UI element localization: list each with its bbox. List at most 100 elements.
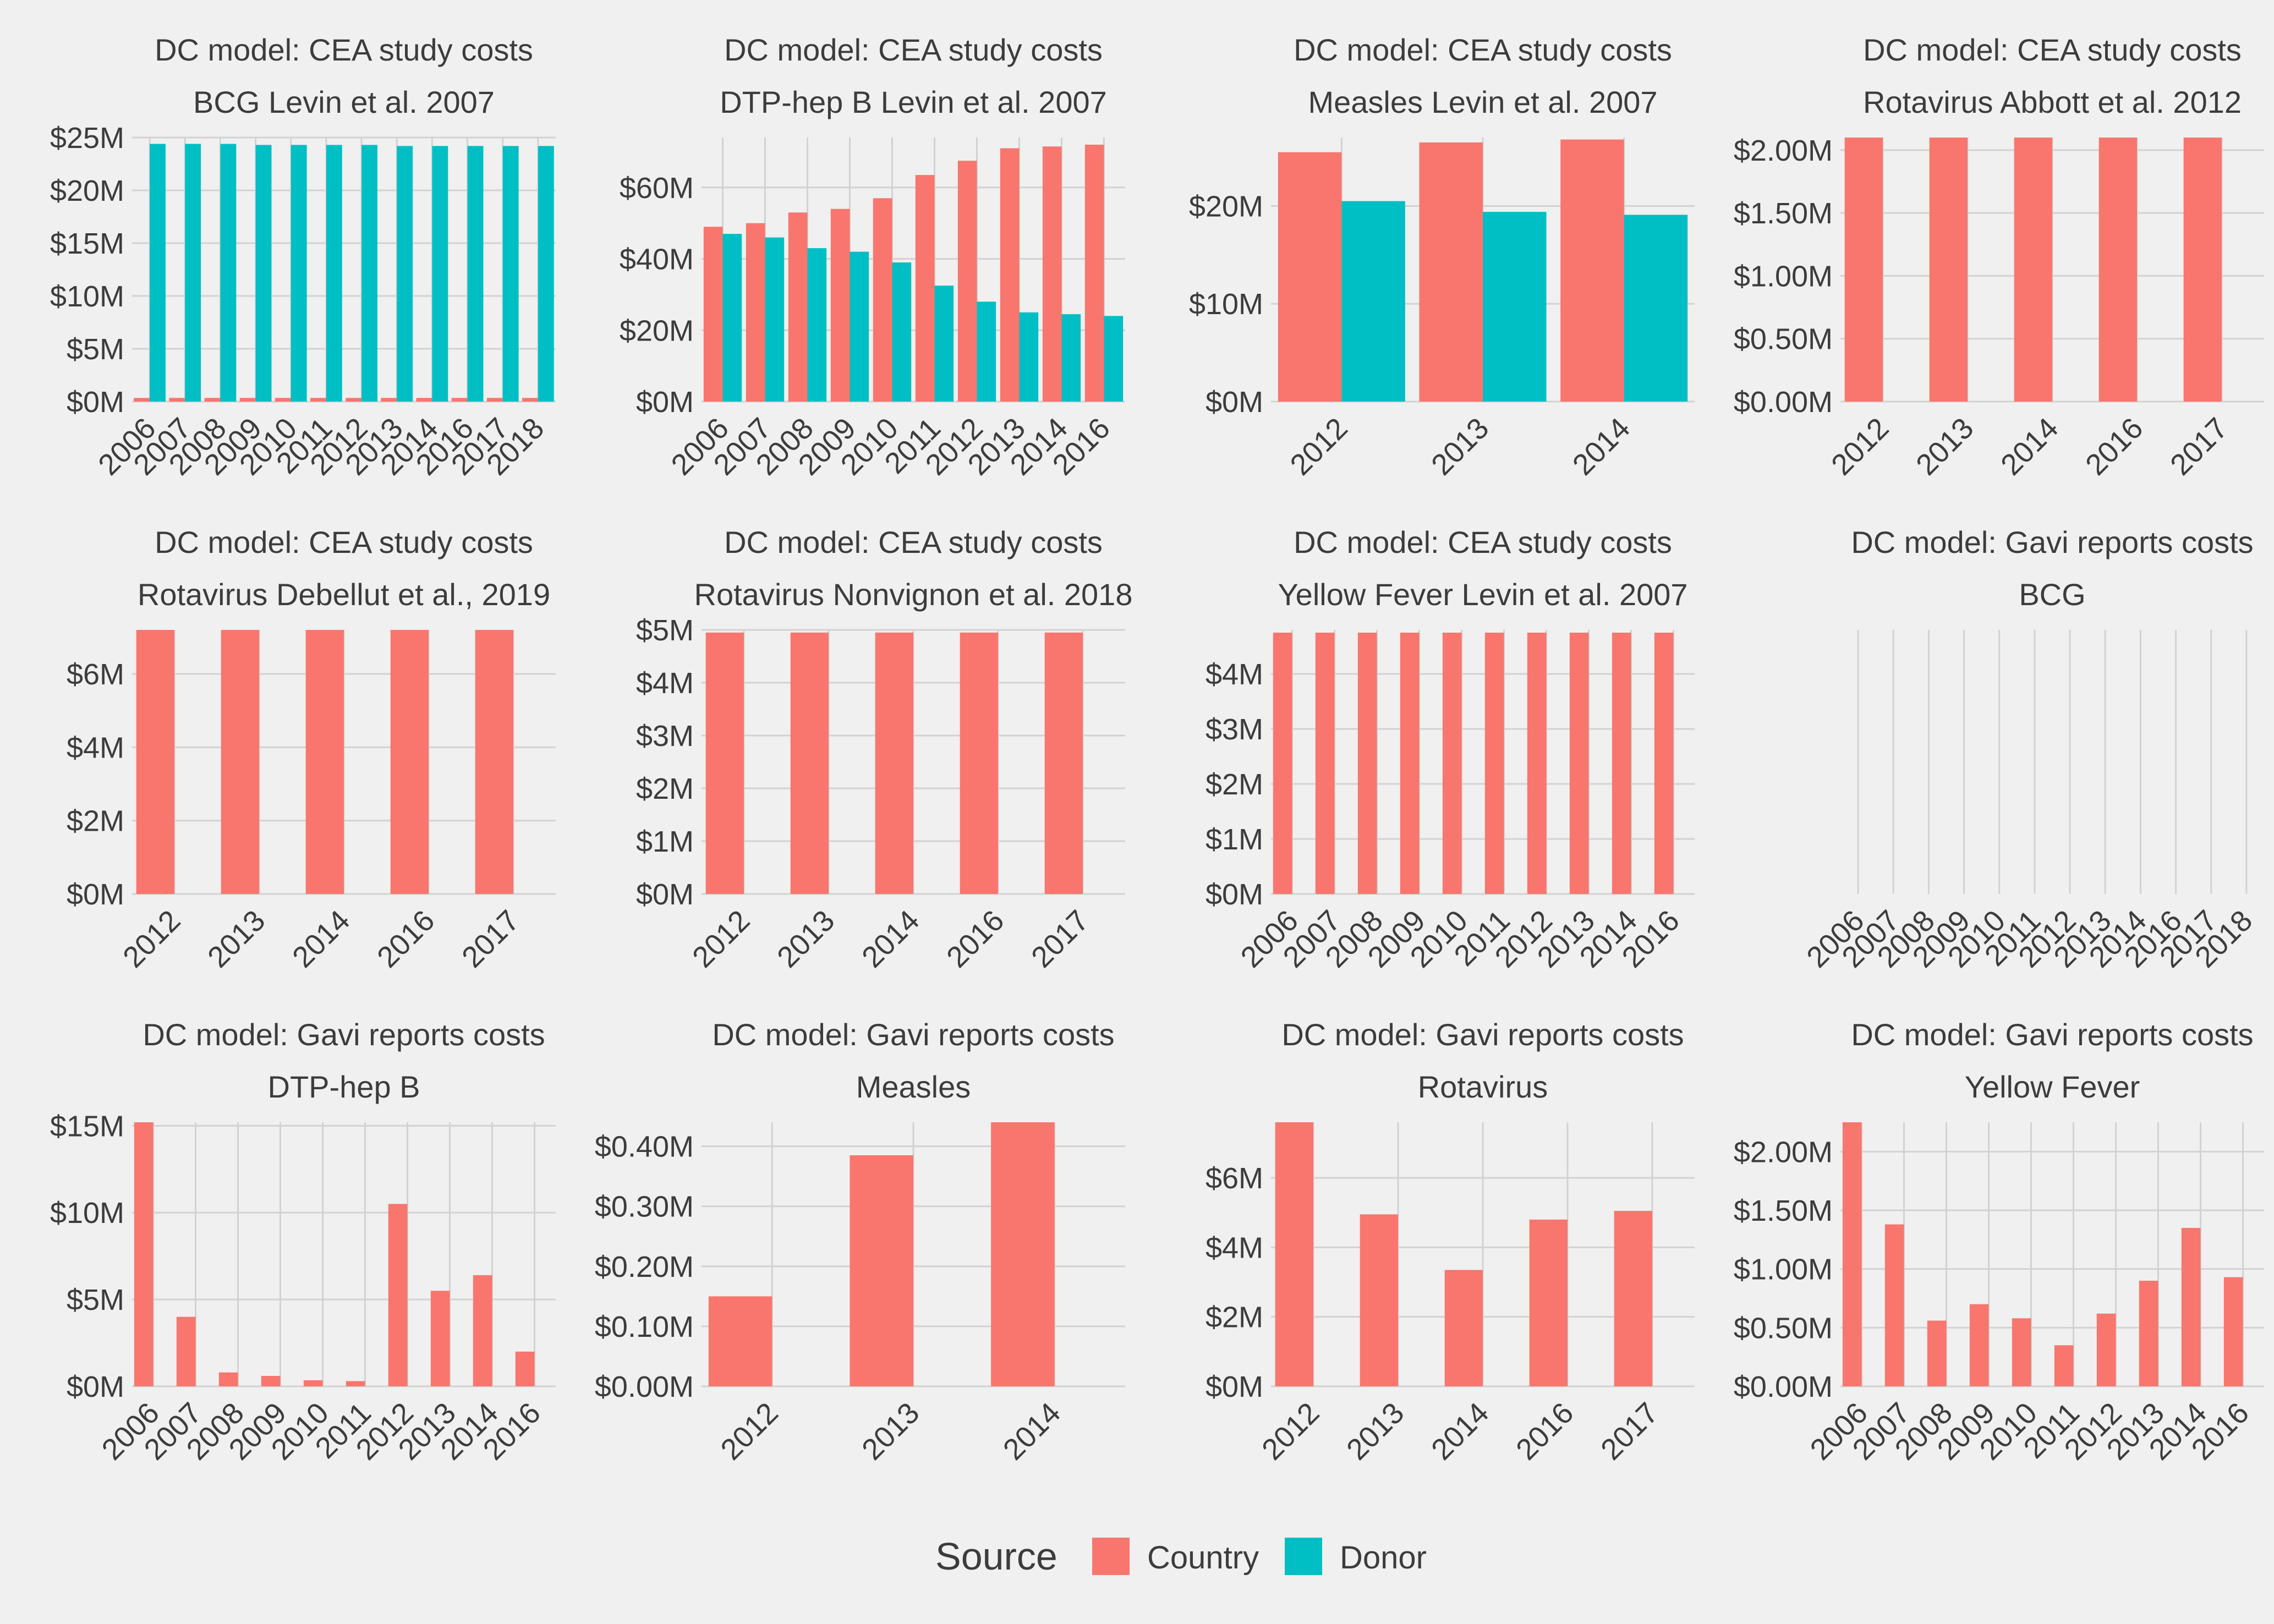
panel-9: DC model: Gavi reports costs DTP-hep B $0M… bbox=[50, 1017, 556, 1466]
bar-country bbox=[1278, 152, 1342, 402]
bar-country bbox=[204, 398, 221, 402]
y-tick-label: $4M bbox=[1206, 658, 1263, 691]
x-tick-label: 2012 bbox=[1825, 412, 1895, 481]
bar-country bbox=[1084, 144, 1104, 402]
bar-country bbox=[2181, 1228, 2201, 1386]
bar-country bbox=[746, 223, 765, 402]
bar-country bbox=[915, 175, 935, 402]
y-tick-label: $15M bbox=[50, 227, 124, 260]
y-tick-label: $0M bbox=[1206, 1370, 1263, 1403]
legend-label: Country bbox=[1147, 1540, 1259, 1576]
bar-country bbox=[1569, 633, 1589, 894]
x-tick-label: 2013 bbox=[201, 904, 271, 974]
panel-8: DC model: Gavi reports costsBCG200620072… bbox=[1800, 525, 2259, 974]
panel-5: DC model: CEA study costs Rotavirus Debel… bbox=[67, 525, 556, 974]
bar-country bbox=[875, 632, 913, 894]
x-tick-label: 2014 bbox=[1994, 412, 2064, 481]
bar-country bbox=[1444, 1270, 1483, 1386]
bar-country bbox=[2014, 138, 2052, 402]
panel-title: DC model: CEA study costs bbox=[155, 525, 533, 559]
bar-country bbox=[1614, 1211, 1652, 1386]
bar-country bbox=[346, 398, 362, 402]
panel-subtitle: Yellow Fever bbox=[1965, 1069, 2140, 1104]
bar-donor bbox=[1104, 316, 1124, 402]
bar-country bbox=[1654, 633, 1674, 894]
bar-country bbox=[486, 398, 503, 402]
bar-donor bbox=[1483, 212, 1547, 402]
bar-country bbox=[850, 1155, 913, 1386]
y-tick-label: $20M bbox=[50, 174, 124, 207]
y-tick-label: $1M bbox=[636, 825, 694, 858]
bar-donor bbox=[502, 146, 519, 402]
bar-country bbox=[1000, 148, 1020, 402]
panel-2: DC model: CEA study costs DTP-hep B Levin… bbox=[620, 32, 1125, 481]
panel-title: DC model: CEA study costs bbox=[155, 32, 533, 67]
bar-donor bbox=[722, 234, 742, 402]
y-tick-label: $1M bbox=[1206, 823, 1263, 856]
bar-country bbox=[1969, 1304, 1989, 1386]
bar-country bbox=[1844, 138, 1883, 402]
y-tick-label: $10M bbox=[50, 1197, 124, 1230]
bar-country bbox=[2223, 1277, 2243, 1386]
y-tick-label: $2.00M bbox=[1734, 1135, 1833, 1168]
x-tick-label: 2016 bbox=[371, 904, 441, 974]
y-tick-label: $20M bbox=[1189, 190, 1263, 223]
bar-country bbox=[790, 632, 829, 894]
bar-country bbox=[388, 1204, 408, 1386]
bar-donor bbox=[850, 251, 869, 402]
bar-country bbox=[1884, 1224, 1904, 1386]
y-tick-label: $10M bbox=[50, 280, 124, 313]
bar-country bbox=[451, 398, 468, 402]
bar-country bbox=[960, 632, 998, 894]
bar-country bbox=[515, 1351, 535, 1386]
bar-country bbox=[788, 212, 808, 402]
y-tick-label: $0M bbox=[636, 386, 694, 419]
bar-country bbox=[390, 630, 429, 894]
x-tick-label: 2013 bbox=[856, 1396, 925, 1466]
panel-title: DC model: Gavi reports costs bbox=[1281, 1017, 1684, 1052]
panel-title: DC model: Gavi reports costs bbox=[143, 1017, 545, 1052]
bar-country bbox=[221, 630, 259, 894]
x-tick-label: 2016 bbox=[2079, 412, 2149, 481]
bar-donor bbox=[185, 144, 201, 402]
y-tick-label: $1.50M bbox=[1734, 1194, 1833, 1227]
y-tick-label: $3M bbox=[636, 720, 694, 753]
panel-title: DC model: Gavi reports costs bbox=[1851, 1017, 2253, 1052]
y-tick-label: $0.00M bbox=[595, 1370, 694, 1403]
legend: Source Country Donor bbox=[935, 1535, 1427, 1578]
y-tick-label: $5M bbox=[67, 1283, 124, 1316]
bar-country bbox=[1315, 633, 1335, 894]
y-tick-label: $2M bbox=[1206, 768, 1263, 801]
panel-title: DC model: CEA study costs bbox=[1294, 525, 1672, 559]
bar-country bbox=[1527, 633, 1547, 894]
y-tick-label: $2M bbox=[67, 805, 124, 838]
y-tick-label: $5M bbox=[67, 333, 124, 366]
y-tick-label: $5M bbox=[636, 614, 694, 647]
bar-country bbox=[2012, 1318, 2031, 1386]
bar-country bbox=[346, 1381, 365, 1386]
y-tick-label: $0.10M bbox=[595, 1310, 694, 1343]
bar-donor bbox=[1061, 314, 1081, 402]
bar-country bbox=[169, 398, 185, 402]
legend-title: Source bbox=[935, 1535, 1057, 1578]
x-tick-label: 2012 bbox=[714, 1396, 784, 1466]
bar-country bbox=[136, 630, 174, 894]
y-tick-label: $3M bbox=[1206, 713, 1263, 746]
y-tick-label: $0.00M bbox=[1734, 386, 1833, 419]
y-tick-label: $6M bbox=[67, 658, 124, 691]
legend-label: Donor bbox=[1340, 1540, 1427, 1576]
y-tick-label: $6M bbox=[1206, 1162, 1263, 1195]
panel-10: DC model: Gavi reports costs Measles $0.00… bbox=[595, 1017, 1125, 1466]
bar-country bbox=[1927, 1320, 1947, 1386]
bar-country bbox=[1357, 633, 1377, 894]
y-tick-label: $0M bbox=[67, 878, 124, 911]
y-tick-label: $4M bbox=[636, 667, 694, 700]
x-tick-label: 2013 bbox=[771, 904, 841, 974]
x-tick-label: 2013 bbox=[1910, 412, 1980, 481]
y-tick-label: $0.30M bbox=[595, 1190, 694, 1224]
panel-7: DC model: CEA study costs Yellow Fever Le… bbox=[1206, 525, 1695, 974]
bar-donor bbox=[807, 248, 827, 402]
x-tick-label: 2017 bbox=[2164, 412, 2234, 481]
bar-country bbox=[2139, 1281, 2158, 1386]
legend-swatch bbox=[1285, 1538, 1322, 1575]
